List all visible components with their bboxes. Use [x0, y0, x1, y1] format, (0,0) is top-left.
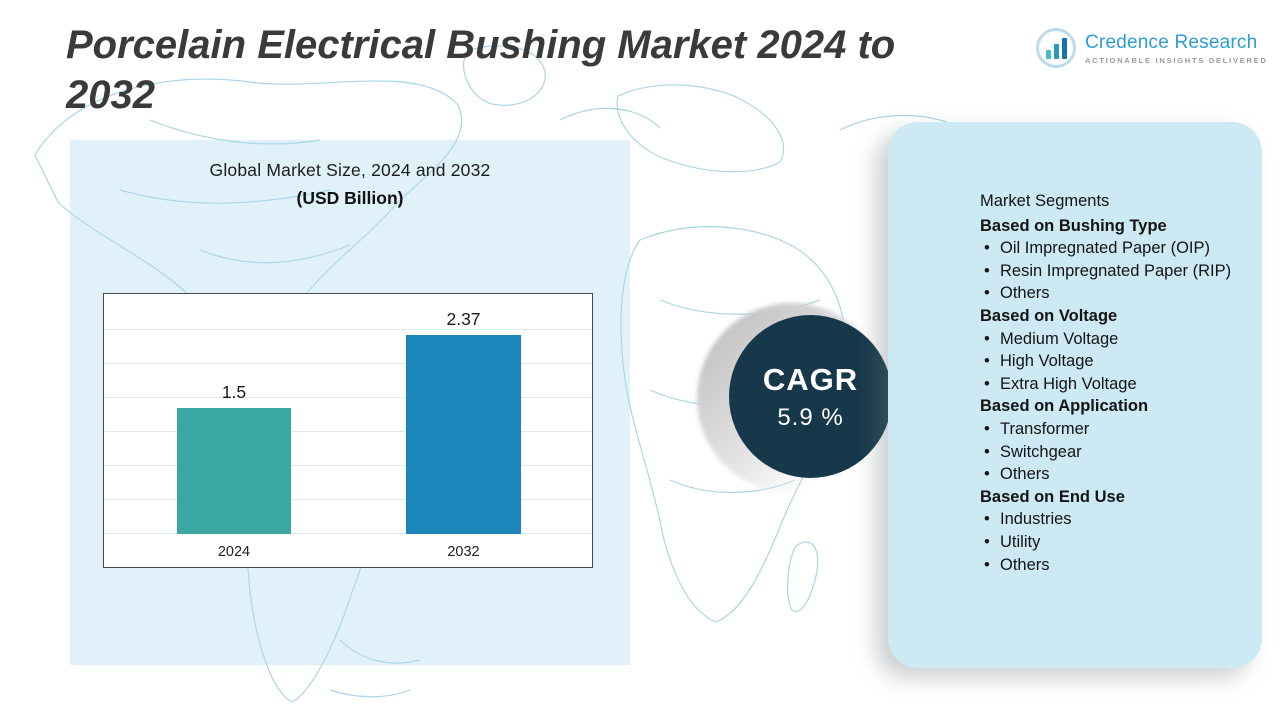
cagr-label: CAGR — [762, 361, 859, 397]
segment-group-title: Based on Voltage — [980, 306, 1118, 325]
bar-chart: 1.5 2.37 2024 2032 — [103, 293, 593, 568]
segment-item: Medium Voltage — [980, 328, 1238, 351]
bar-value-2032: 2.37 — [446, 309, 481, 329]
cagr-value: 5.9 % — [777, 403, 844, 431]
segment-item: Transformer — [980, 418, 1238, 441]
chart-subtitle: (USD Billion) — [296, 188, 404, 208]
segment-item: Others — [980, 282, 1238, 305]
segment-item: Industries — [980, 508, 1238, 531]
chart-title-block: Global Market Size, 2024 and 2032 (USD B… — [70, 160, 630, 209]
bar-2032 — [406, 335, 521, 534]
segment-item: Switchgear — [980, 441, 1238, 464]
segments-panel: Market Segments Based on Bushing Type Oi… — [888, 122, 1262, 668]
segment-item: High Voltage — [980, 350, 1238, 373]
x-axis-label-2032: 2032 — [447, 544, 480, 560]
bar-2024 — [177, 408, 291, 534]
segment-item: Others — [980, 554, 1238, 577]
cagr-badge: CAGR 5.9 % — [729, 315, 892, 478]
bar-group-2032: 2.37 — [406, 309, 521, 534]
segment-item: Extra High Voltage — [980, 373, 1238, 396]
page-title: Porcelain Electrical Bushing Market 2024… — [66, 23, 896, 117]
bar-value-2024: 1.5 — [221, 382, 247, 402]
segment-item: Resin Impregnated Paper (RIP) — [980, 260, 1238, 283]
bar-group-2024: 1.5 — [177, 382, 291, 534]
segment-item: Oil Impregnated Paper (OIP) — [980, 237, 1238, 260]
segment-group-title: Based on End Use — [980, 487, 1125, 506]
segment-item: Others — [980, 463, 1238, 486]
x-axis-label-2024: 2024 — [217, 544, 251, 560]
segment-group-title: Based on Application — [980, 397, 1149, 416]
brand-chart-icon — [1036, 28, 1076, 68]
brand-text: Credence Research Actionable Insights De… — [1085, 32, 1268, 65]
brand-tagline: Actionable Insights Delivered — [1085, 55, 1268, 65]
segment-group-title: Based on Bushing Type — [980, 216, 1167, 235]
brand-logo: Credence Research Actionable Insights De… — [1036, 28, 1268, 68]
chart-title: Global Market Size, 2024 and 2032 — [209, 160, 491, 180]
brand-name: Credence Research — [1085, 31, 1258, 53]
segment-item: Utility — [980, 531, 1238, 554]
segments-heading: Market Segments — [980, 192, 1110, 210]
